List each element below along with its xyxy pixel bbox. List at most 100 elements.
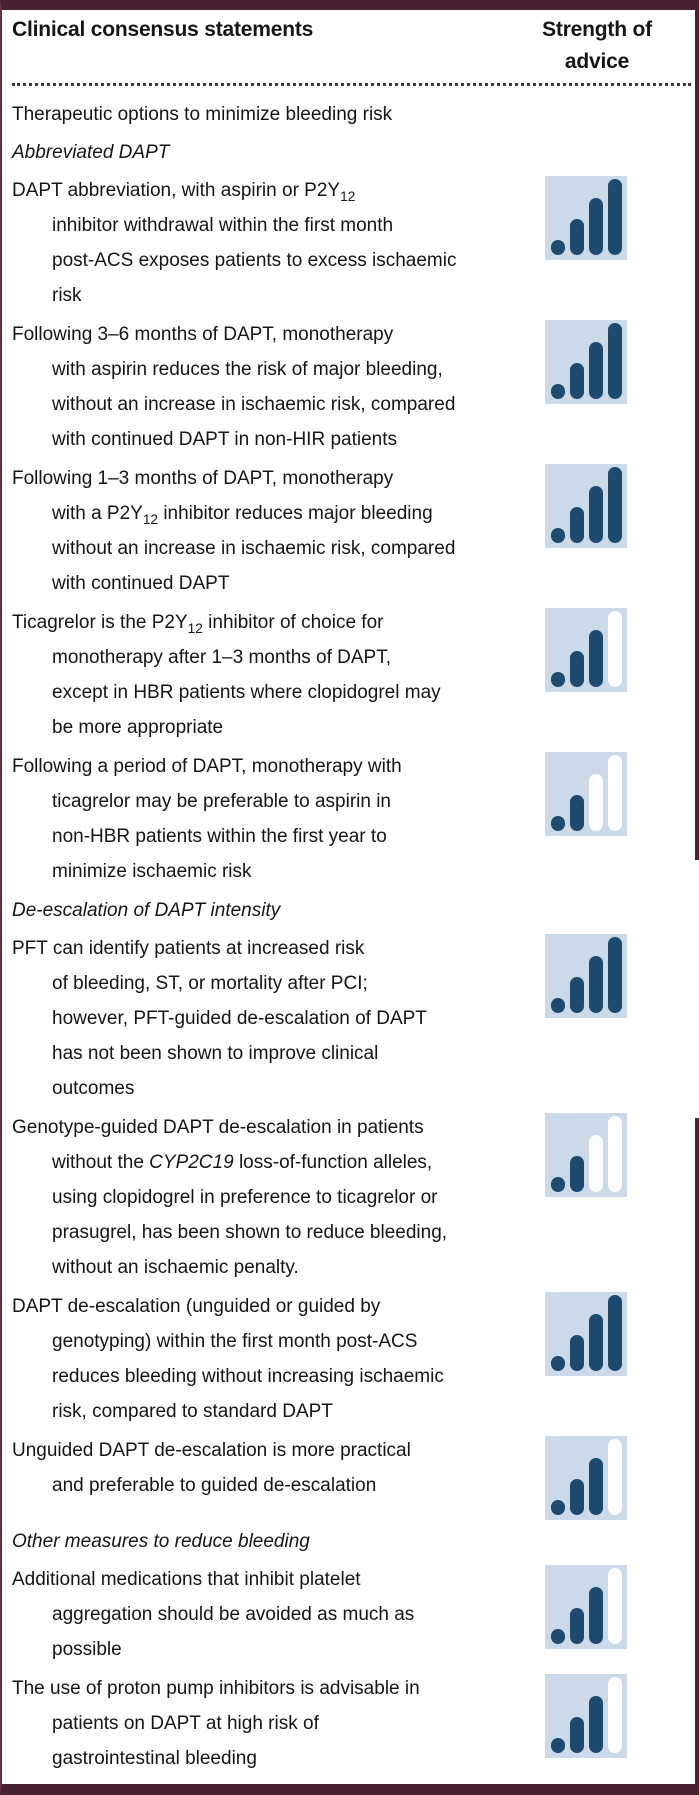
statement-line: The use of proton pump inhibitors is adv… [12, 1671, 539, 1706]
statement-line: DAPT de-escalation (unguided or guided b… [12, 1289, 539, 1324]
strength-bar-2 [569, 795, 584, 831]
consensus-statement-row: DAPT abbreviation, with aspirin or P2Y12… [12, 173, 699, 313]
statement-line: post-ACS exposes patients to excess isch… [12, 243, 539, 278]
statement-line: without an increase in ischaemic risk, c… [12, 531, 539, 566]
statement-line: without the CYP2C19 loss-of-function all… [12, 1145, 539, 1180]
statement-text-segment: reduces bleeding without increasing isch… [52, 1366, 444, 1387]
statement-line: be more appropriate [12, 710, 539, 745]
statement-text-segment: loss-of-function alleles, [233, 1152, 433, 1173]
strength-bar-4 [607, 1116, 622, 1192]
strength-icon-cell [545, 1292, 627, 1376]
consensus-statement-row: The use of proton pump inhibitors is adv… [12, 1671, 699, 1776]
strength-bar-3 [588, 1135, 603, 1192]
statement-line: of bleeding, ST, or mortality after PCI; [12, 966, 539, 1001]
consensus-statement-row: Ticagrelor is the P2Y12 inhibitor of cho… [12, 605, 699, 745]
statement-line: and preferable to guided de-escalation [12, 1468, 539, 1503]
strength-bar-1 [550, 1629, 565, 1644]
statement-line: risk [12, 278, 539, 313]
statement-line: risk, compared to standard DAPT [12, 1394, 539, 1429]
section-heading-label: Other measures to reduce bleeding [12, 1531, 310, 1552]
statement-text-segment: with continued DAPT in non-HIR patients [52, 429, 397, 450]
strength-of-advice-icon [545, 464, 627, 548]
strength-bar-2 [569, 1717, 584, 1753]
strength-bar-3 [588, 630, 603, 687]
statement-text-segment: outcomes [52, 1078, 135, 1099]
intro-text-row: Therapeutic options to minimize bleeding… [12, 97, 699, 132]
strength-bar-2 [569, 1608, 584, 1644]
statement-text-segment: prasugrel, has been shown to reduce blee… [52, 1222, 448, 1243]
statement-text-segment: has not been shown to improve clinical [52, 1043, 379, 1064]
statement-text-segment: 12 [340, 188, 356, 204]
strength-bar-3 [588, 774, 603, 831]
strength-bar-2 [569, 507, 584, 543]
statement-line: possible [12, 1632, 539, 1667]
statement-text-segment: with continued DAPT [52, 573, 230, 594]
strength-icon-cell [545, 1113, 627, 1197]
strength-bar-4 [607, 937, 622, 1013]
statement-text: DAPT abbreviation, with aspirin or P2Y12… [12, 173, 539, 313]
statement-text: Genotype-guided DAPT de-escalation in pa… [12, 1110, 539, 1285]
statement-text-segment: risk [52, 285, 82, 306]
strength-of-advice-icon [545, 1565, 627, 1649]
strength-of-advice-icon [545, 176, 627, 260]
strength-icon-cell [545, 934, 627, 1018]
strength-bar-1 [550, 672, 565, 687]
strength-bar-3 [588, 1696, 603, 1753]
strength-bar-4 [607, 1568, 622, 1644]
strength-bar-4 [607, 323, 622, 399]
section-heading-label: De-escalation of DAPT intensity [12, 900, 281, 921]
statement-text: PFT can identify patients at increased r… [12, 931, 539, 1106]
statement-text-segment: Following 1–3 months of DAPT, monotherap… [12, 468, 394, 489]
statement-text-segment: patients on DAPT at high risk of [52, 1713, 319, 1734]
statement-line: however, PFT-guided de-escalation of DAP… [12, 1001, 539, 1036]
statement-text-segment: risk, compared to standard DAPT [52, 1401, 333, 1422]
statement-text-segment: without an increase in ischaemic risk, c… [52, 538, 456, 559]
strength-bar-2 [569, 363, 584, 399]
strength-bar-4 [607, 611, 622, 687]
statement-text-segment: be more appropriate [52, 717, 224, 738]
column-header-statements: Clinical consensus statements [12, 18, 314, 41]
statement-text-segment: inhibitor withdrawal within the first mo… [52, 215, 394, 236]
statement-line: Additional medications that inhibit plat… [12, 1562, 539, 1597]
strength-bar-2 [569, 977, 584, 1013]
statement-text: Following 1–3 months of DAPT, monotherap… [12, 461, 539, 601]
section-heading: Other measures to reduce bleeding [12, 1524, 699, 1559]
strength-bar-1 [550, 240, 565, 255]
strength-bar-1 [550, 998, 565, 1013]
consensus-statement-row: Genotype-guided DAPT de-escalation in pa… [12, 1110, 699, 1285]
strength-icon-cell [545, 608, 627, 692]
gene-name: CYP2C19 [149, 1152, 234, 1173]
strength-bar-3 [588, 1458, 603, 1515]
intro-text-label: Therapeutic options to minimize bleeding… [12, 104, 393, 125]
statement-line: Genotype-guided DAPT de-escalation in pa… [12, 1110, 539, 1145]
strength-icon-cell [545, 176, 627, 260]
statement-line: prasugrel, has been shown to reduce blee… [12, 1215, 539, 1250]
consensus-statement-row: Additional medications that inhibit plat… [12, 1562, 699, 1667]
strength-bar-3 [588, 1587, 603, 1644]
statement-text-segment: with a P2Y [52, 503, 143, 524]
statement-line: ticagrelor may be preferable to aspirin … [12, 784, 539, 819]
statement-text-segment: using clopidogrel in preference to ticag… [52, 1187, 438, 1208]
statement-line: using clopidogrel in preference to ticag… [12, 1180, 539, 1215]
statement-line: inhibitor withdrawal within the first mo… [12, 208, 539, 243]
consensus-statement-row: DAPT de-escalation (unguided or guided b… [12, 1289, 699, 1429]
statement-text: Unguided DAPT de-escalation is more prac… [12, 1433, 539, 1503]
statement-line: Following 1–3 months of DAPT, monotherap… [12, 461, 539, 496]
section-heading: De-escalation of DAPT intensity [12, 893, 699, 928]
statement-text-segment: possible [52, 1639, 122, 1660]
strength-bar-2 [569, 1335, 584, 1371]
consensus-statement-row: Unguided DAPT de-escalation is more prac… [12, 1433, 699, 1520]
strength-bar-4 [607, 179, 622, 255]
statement-text-segment: The use of proton pump inhibitors is adv… [12, 1678, 420, 1699]
statement-line: reduces bleeding without increasing isch… [12, 1359, 539, 1394]
statement-text-segment: Unguided DAPT de-escalation is more prac… [12, 1440, 411, 1461]
statement-line: without an increase in ischaemic risk, c… [12, 387, 539, 422]
statement-line: Following 3–6 months of DAPT, monotherap… [12, 317, 539, 352]
statement-text-segment: with aspirin reduces the risk of major b… [52, 359, 443, 380]
strength-bar-4 [607, 467, 622, 543]
statement-line: monotherapy after 1–3 months of DAPT, [12, 640, 539, 675]
strength-bar-3 [588, 1314, 603, 1371]
statement-text-segment: without the [52, 1152, 150, 1173]
statement-text-segment: Ticagrelor is the P2Y [12, 612, 188, 633]
